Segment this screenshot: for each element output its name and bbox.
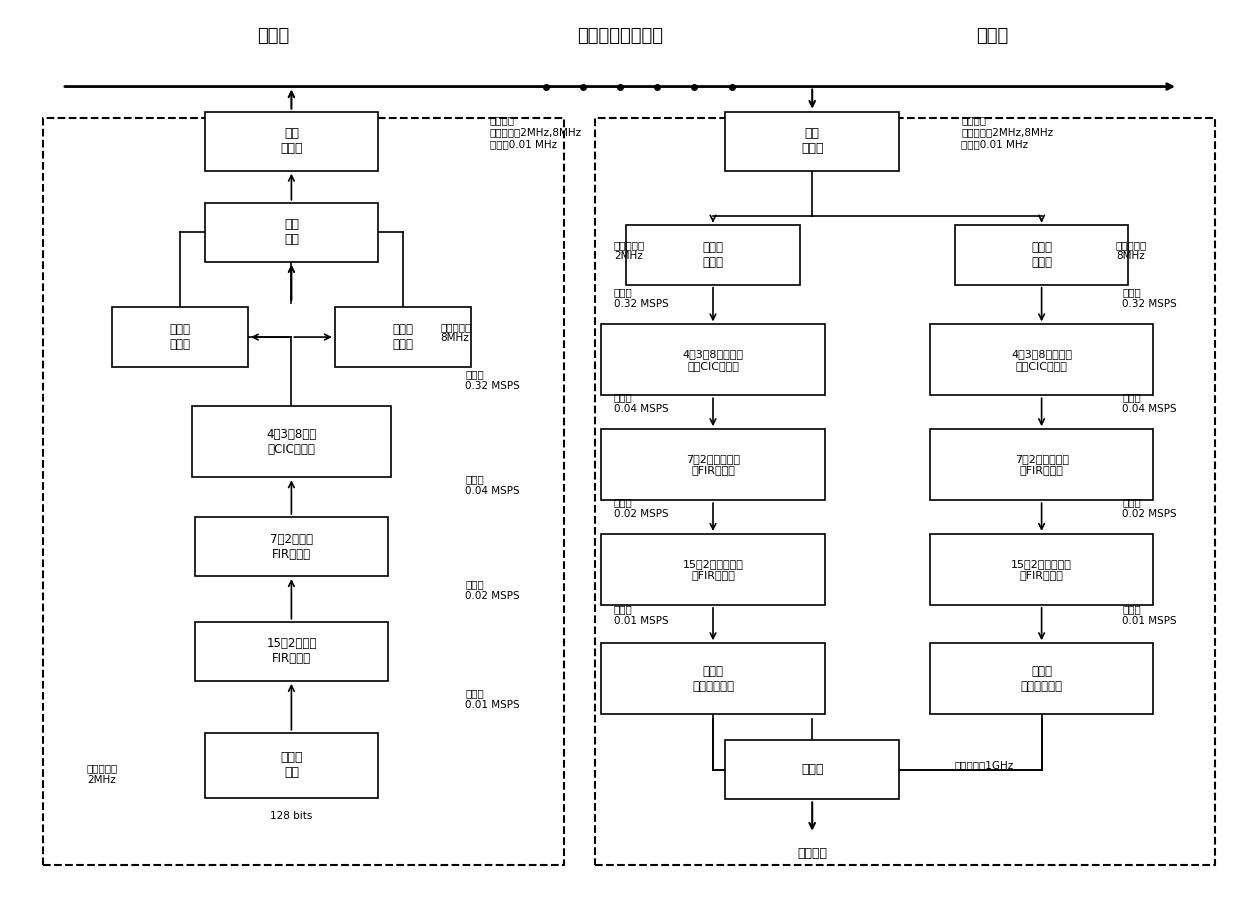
Text: 4阶3级8倍抽取第
二路CIC滤波器: 4阶3级8倍抽取第 二路CIC滤波器 (1011, 349, 1073, 371)
Text: 采样率
0.01 MSPS: 采样率 0.01 MSPS (614, 604, 668, 626)
Text: 前导生
成器: 前导生 成器 (280, 752, 303, 779)
Text: 第二路
混频器: 第二路 混频器 (1032, 241, 1052, 269)
Text: 发送
耦合器: 发送 耦合器 (280, 128, 303, 155)
Text: 攻放
模块: 攻放 模块 (284, 219, 299, 246)
Text: 载波信号
中心频率：2MHz,8MHz
带宽：0.01 MHz: 载波信号 中心频率：2MHz,8MHz 带宽：0.01 MHz (490, 116, 582, 148)
FancyBboxPatch shape (930, 643, 1153, 714)
FancyBboxPatch shape (955, 226, 1128, 284)
FancyBboxPatch shape (335, 307, 471, 366)
Text: 接收
耦合器: 接收 耦合器 (801, 128, 823, 155)
Text: 采样率
0.32 MSPS: 采样率 0.32 MSPS (614, 288, 668, 309)
Text: 载波信号
中心频率：2MHz,8MHz
带宽：0.01 MHz: 载波信号 中心频率：2MHz,8MHz 带宽：0.01 MHz (961, 116, 1053, 148)
Text: 中心频率：
8MHz: 中心频率： 8MHz (440, 322, 471, 343)
Text: 采样率
0.32 MSPS: 采样率 0.32 MSPS (465, 370, 520, 391)
Text: 发送端: 发送端 (257, 27, 289, 46)
FancyBboxPatch shape (601, 643, 825, 714)
Text: 低压或中压电力线: 低压或中压电力线 (577, 27, 663, 46)
Text: 第一路
混频器: 第一路 混频器 (170, 323, 190, 351)
FancyBboxPatch shape (601, 324, 825, 395)
FancyBboxPatch shape (930, 324, 1153, 395)
FancyBboxPatch shape (930, 534, 1153, 605)
FancyBboxPatch shape (725, 740, 899, 800)
Text: 4阶3级8倍插
值CIC滤波器: 4阶3级8倍插 值CIC滤波器 (267, 428, 316, 456)
FancyBboxPatch shape (195, 517, 387, 576)
FancyBboxPatch shape (601, 429, 825, 500)
FancyBboxPatch shape (205, 202, 378, 262)
Text: 采样率
0.02 MSPS: 采样率 0.02 MSPS (1122, 497, 1177, 518)
Text: 中心频率：
2MHz: 中心频率： 2MHz (87, 763, 118, 785)
Text: 采样率
0.01 MSPS: 采样率 0.01 MSPS (1122, 604, 1177, 626)
FancyBboxPatch shape (601, 534, 825, 605)
Text: 第二路
信号检测模块: 第二路 信号检测模块 (1021, 665, 1063, 692)
FancyBboxPatch shape (205, 732, 378, 798)
Text: 时钟频率：1GHz: 时钟频率：1GHz (955, 761, 1014, 770)
Text: 中心频率：
2MHz: 中心频率： 2MHz (614, 240, 645, 261)
Text: 采样率
0.02 MSPS: 采样率 0.02 MSPS (465, 579, 520, 600)
Text: 15阶2倍抽取第二
路FIR滤波器: 15阶2倍抽取第二 路FIR滤波器 (1011, 558, 1073, 580)
Text: 采样率
0.04 MSPS: 采样率 0.04 MSPS (465, 475, 520, 496)
Text: 计数器: 计数器 (801, 763, 823, 776)
Text: 采样率
0.01 MSPS: 采样率 0.01 MSPS (465, 689, 520, 710)
Text: 128 bits: 128 bits (270, 812, 312, 822)
Text: 15阶2倍插值
FIR滤波器: 15阶2倍插值 FIR滤波器 (267, 638, 316, 665)
Text: 第二路
混频器: 第二路 混频器 (393, 323, 413, 351)
FancyBboxPatch shape (205, 112, 378, 171)
Text: 7阶2倍插值
FIR滤波器: 7阶2倍插值 FIR滤波器 (270, 533, 312, 560)
FancyBboxPatch shape (192, 406, 391, 477)
FancyBboxPatch shape (725, 112, 899, 171)
FancyBboxPatch shape (930, 429, 1153, 500)
Text: 第一路
信号检测模块: 第一路 信号检测模块 (692, 665, 734, 692)
Text: 7阶2倍抽取第一
路FIR滤波器: 7阶2倍抽取第一 路FIR滤波器 (686, 454, 740, 476)
FancyBboxPatch shape (626, 226, 800, 284)
FancyBboxPatch shape (195, 622, 387, 681)
Text: 采样率
0.04 MSPS: 采样率 0.04 MSPS (614, 393, 668, 414)
Text: 数据记录: 数据记录 (797, 847, 827, 860)
Text: 采样率
0.02 MSPS: 采样率 0.02 MSPS (614, 497, 668, 518)
FancyBboxPatch shape (112, 307, 248, 366)
Text: 采样率
0.32 MSPS: 采样率 0.32 MSPS (1122, 288, 1177, 309)
Text: 7阶2倍抽取第二
路FIR滤波器: 7阶2倍抽取第二 路FIR滤波器 (1014, 454, 1069, 476)
Text: 第一路
混频器: 第一路 混频器 (703, 241, 723, 269)
Text: 4阶3级8倍抽取第
一路CIC滤波器: 4阶3级8倍抽取第 一路CIC滤波器 (682, 349, 744, 371)
Text: 15阶2倍抽取第一
路FIR滤波器: 15阶2倍抽取第一 路FIR滤波器 (682, 558, 744, 580)
Text: 接收端: 接收端 (976, 27, 1008, 46)
Text: 采样率
0.04 MSPS: 采样率 0.04 MSPS (1122, 393, 1177, 414)
Text: 中心频率：
8MHz: 中心频率： 8MHz (1116, 240, 1147, 261)
